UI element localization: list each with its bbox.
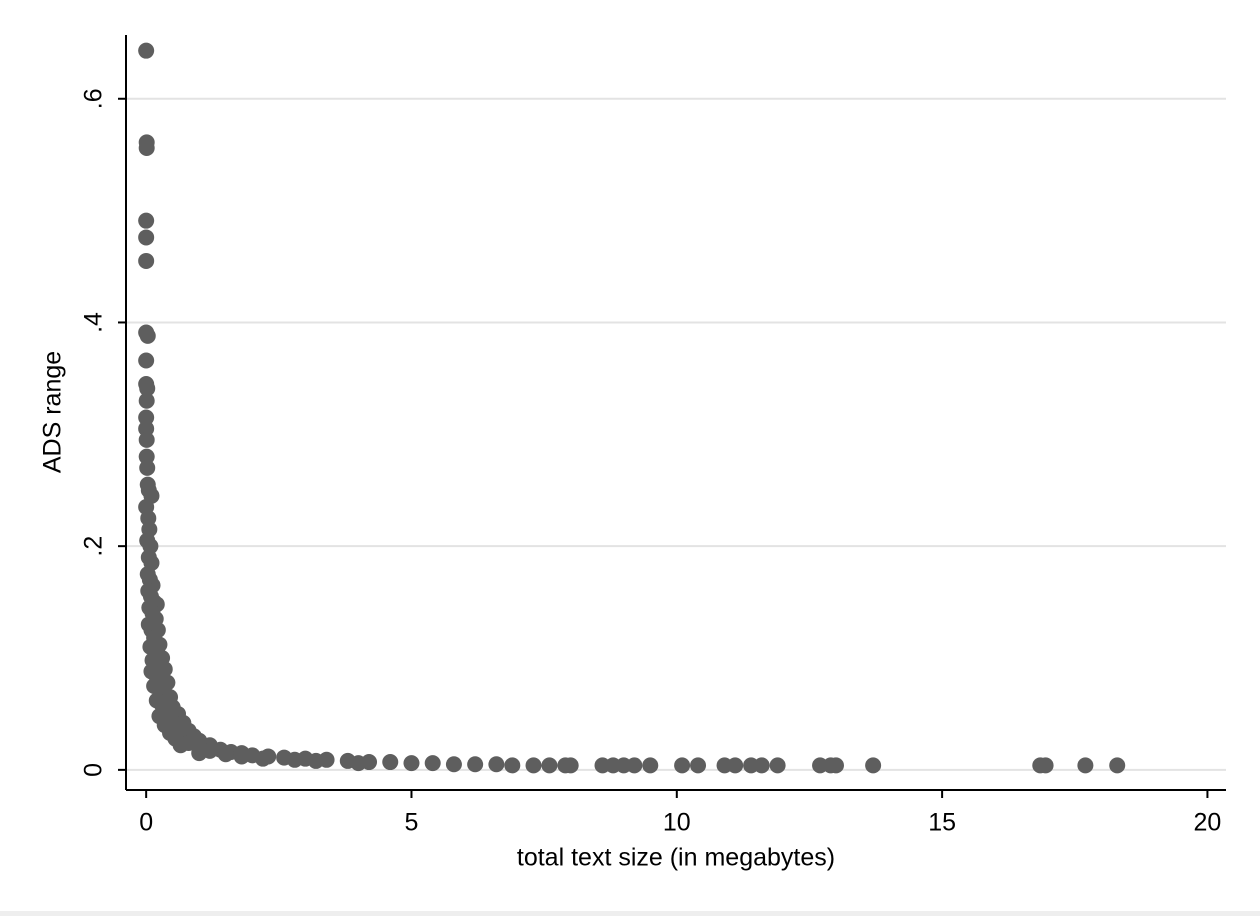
point (191, 745, 208, 762)
point (138, 392, 155, 409)
y-tick-label: .4 (80, 312, 108, 333)
point (254, 750, 271, 767)
point (138, 42, 155, 59)
point (626, 757, 643, 774)
x-tick-label: 0 (139, 809, 153, 837)
point (139, 327, 156, 344)
point (139, 459, 156, 476)
point (488, 756, 505, 773)
point (382, 754, 399, 771)
point (827, 757, 844, 774)
y-tick-label: .2 (80, 536, 108, 557)
point (138, 139, 155, 156)
point (690, 757, 707, 774)
point (233, 748, 250, 765)
point (445, 756, 462, 773)
point (307, 752, 324, 769)
x-axis-label: total text size (in megabytes) (517, 844, 835, 872)
point (139, 380, 156, 397)
point (525, 757, 542, 774)
point (562, 757, 579, 774)
points (138, 42, 1126, 774)
point (753, 757, 770, 774)
point (769, 757, 786, 774)
x-tick-label: 5 (405, 809, 419, 837)
point (1109, 757, 1126, 774)
bottom-strip (0, 911, 1260, 916)
point (403, 755, 420, 772)
point (138, 212, 155, 229)
point (541, 757, 558, 774)
point (674, 757, 691, 774)
point (1077, 757, 1094, 774)
point (727, 757, 744, 774)
point (138, 352, 155, 369)
grid (127, 97, 1226, 771)
y-tick-label: 0 (80, 763, 108, 777)
point (1037, 757, 1054, 774)
point (138, 409, 155, 426)
y-axis-label: ADS range (39, 351, 67, 473)
point (865, 757, 882, 774)
point (504, 757, 521, 774)
point (467, 756, 484, 773)
point (138, 431, 155, 448)
x-tick-label: 20 (1194, 809, 1222, 837)
point (424, 755, 441, 772)
point (138, 229, 155, 246)
point (642, 757, 659, 774)
point (138, 252, 155, 269)
y-tick-label: .6 (80, 88, 108, 109)
point (172, 737, 189, 754)
point (217, 746, 234, 763)
x-tick-label: 10 (663, 809, 691, 837)
point (286, 751, 303, 768)
point (350, 755, 367, 772)
x-tick-label: 15 (928, 809, 956, 837)
